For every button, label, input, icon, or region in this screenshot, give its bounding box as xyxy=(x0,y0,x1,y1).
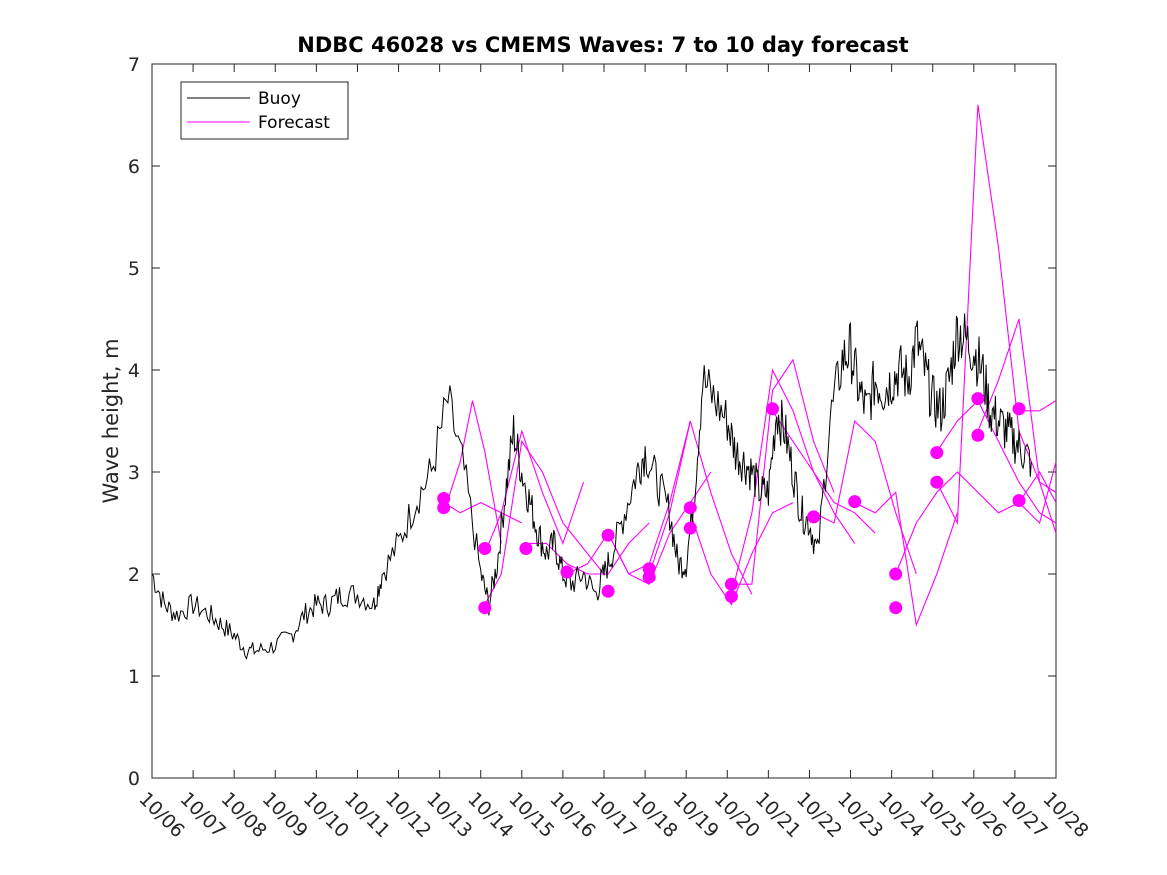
forecast-start-point xyxy=(930,446,944,460)
forecast-line xyxy=(772,410,876,534)
forecast-start-point xyxy=(889,601,903,615)
y-tick-label: 3 xyxy=(128,462,140,484)
forecast-line xyxy=(689,502,794,606)
legend-box xyxy=(180,81,349,140)
forecast-line xyxy=(895,461,1057,575)
forecast-line xyxy=(813,419,917,575)
forecast-line xyxy=(936,399,1057,524)
forecast-start-point xyxy=(560,565,574,579)
forecast-line xyxy=(607,471,712,585)
forecast-start-point xyxy=(601,528,615,542)
y-tick-label: 2 xyxy=(128,564,140,586)
forecast-start-point xyxy=(683,501,697,515)
forecast-start-point xyxy=(971,428,985,442)
forecast-start-point xyxy=(519,542,533,555)
forecast-line xyxy=(854,491,958,628)
forecast-line xyxy=(1018,470,1057,503)
forecast-start-point xyxy=(724,589,738,603)
y-tick-label: 6 xyxy=(128,156,140,178)
y-tick-label: 5 xyxy=(128,258,140,280)
y-tick-label: 0 xyxy=(128,768,140,790)
forecast-line xyxy=(730,368,856,595)
forecast-line xyxy=(443,400,502,544)
y-tick-label: 7 xyxy=(128,54,140,76)
forecast-start-point xyxy=(437,492,451,505)
forecast-start-point xyxy=(1012,402,1026,416)
forecast-start-point xyxy=(971,392,985,406)
forecast-line xyxy=(648,420,753,595)
forecast-line xyxy=(731,358,835,585)
legend-forecast-label: Forecast xyxy=(258,113,330,133)
forecast-start-point xyxy=(930,475,944,489)
forecast-start-point xyxy=(848,495,862,509)
y-tick-label: 1 xyxy=(128,666,140,688)
forecast-line xyxy=(525,522,650,575)
legend-buoy-label: Buoy xyxy=(258,89,301,109)
forecast-line xyxy=(443,501,523,524)
forecast-line xyxy=(484,439,605,605)
forecast-start-point xyxy=(642,570,656,584)
forecast-line xyxy=(1019,400,1057,412)
plot-area: 0123456710/0610/0710/0810/0910/1010/1110… xyxy=(128,54,1093,842)
forecast-start-point xyxy=(724,577,738,591)
forecast-start-point xyxy=(437,501,451,515)
legend: Buoy Forecast xyxy=(180,81,349,140)
forecast-line xyxy=(484,429,585,554)
forecast-start-point xyxy=(807,510,821,524)
chart-title: NDBC 46028 vs CMEMS Waves: 7 to 10 day f… xyxy=(297,33,908,57)
forecast-start-point xyxy=(889,567,903,581)
forecast-start-point xyxy=(683,521,697,535)
axes-box xyxy=(151,63,1057,779)
y-axis-label: Wave height, m xyxy=(99,338,123,503)
forecast-start-point xyxy=(1012,494,1026,508)
forecast-start-point xyxy=(478,542,492,555)
y-tick-label: 4 xyxy=(128,360,140,382)
forecast-line xyxy=(977,318,1057,493)
forecast-start-point xyxy=(601,584,615,598)
forecast-start-point xyxy=(478,601,492,615)
forecast-start-point xyxy=(766,402,779,416)
buoy-line xyxy=(151,313,1032,660)
